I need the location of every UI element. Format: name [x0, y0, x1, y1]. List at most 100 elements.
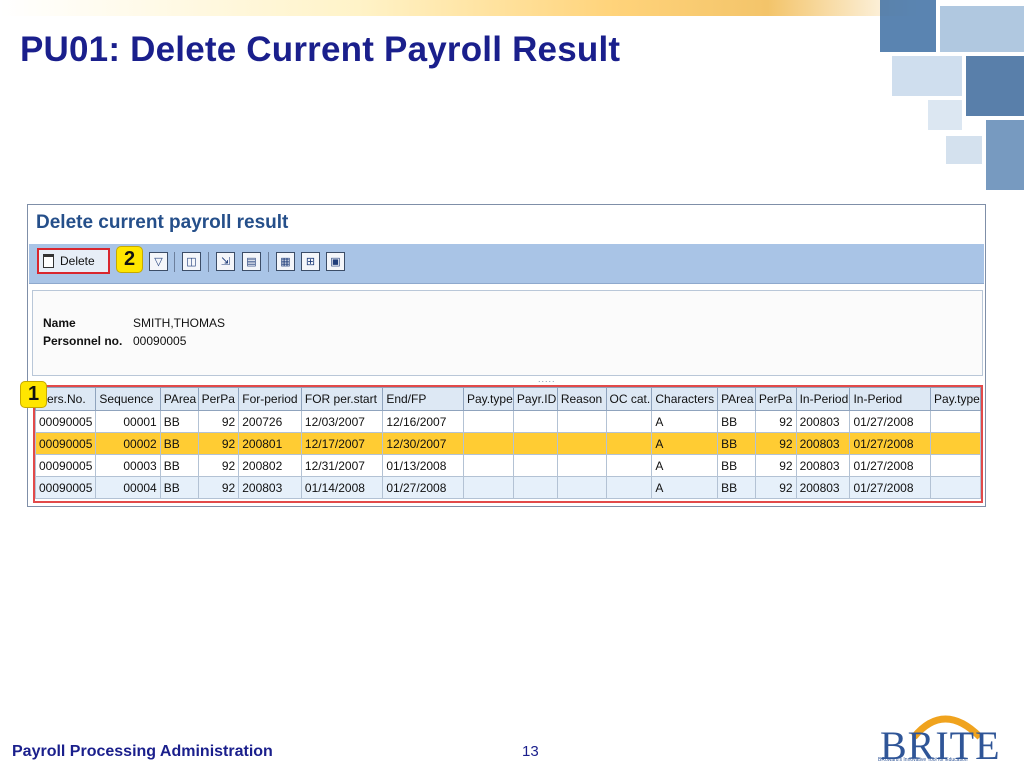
column-header[interactable]: Pay.type: [930, 387, 981, 411]
table-cell[interactable]: 200803: [795, 476, 851, 499]
table-cell[interactable]: A: [651, 476, 719, 499]
table-row[interactable]: 00090005 00001 BB 92 200726 12/03/2007 12/16/2…: [35, 410, 981, 433]
table-cell[interactable]: 92: [754, 454, 797, 477]
table-cell[interactable]: 00090005: [35, 432, 97, 455]
filter-icon[interactable]: ▽: [149, 252, 168, 271]
table-cell[interactable]: BB: [717, 432, 756, 455]
column-header[interactable]: In-Period: [795, 387, 851, 411]
table-cell[interactable]: 12/31/2007: [300, 454, 384, 477]
table-cell[interactable]: 92: [197, 432, 240, 455]
logo-arc-icon: [911, 715, 983, 740]
table-cell[interactable]: [930, 476, 981, 499]
table-cell[interactable]: [556, 454, 607, 477]
column-header[interactable]: PArea: [159, 387, 199, 411]
table-cell[interactable]: BB: [717, 476, 756, 499]
table-cell[interactable]: 00090005: [35, 476, 97, 499]
table-cell[interactable]: 200802: [238, 454, 302, 477]
table-cell[interactable]: 92: [197, 410, 240, 433]
table-row[interactable]: 00090005 00004 BB 92 200803 01/14/2008 01/27/2…: [35, 476, 981, 499]
table-cell[interactable]: [930, 454, 981, 477]
table-cell[interactable]: [512, 432, 558, 455]
table-cell[interactable]: [605, 476, 653, 499]
change-layout-icon[interactable]: ⊞: [301, 252, 320, 271]
column-header[interactable]: OC cat.: [605, 387, 653, 411]
layout-icon[interactable]: ▦: [276, 252, 295, 271]
column-header[interactable]: For-period: [238, 387, 302, 411]
table-cell[interactable]: [605, 432, 653, 455]
column-header[interactable]: End/FP: [382, 387, 464, 411]
table-row-selected[interactable]: 00090005 00002 BB 92 200801 12/17/2007 12/30/2…: [35, 432, 981, 455]
table-cell[interactable]: [462, 454, 514, 477]
column-header[interactable]: PerPa: [197, 387, 240, 411]
table-cell[interactable]: 200726: [238, 410, 302, 433]
column-header[interactable]: Pay.type: [462, 387, 514, 411]
table-cell[interactable]: 12/03/2007: [300, 410, 384, 433]
save-layout-icon[interactable]: ▣: [326, 252, 345, 271]
table-cell[interactable]: 92: [197, 476, 240, 499]
table-cell[interactable]: 12/17/2007: [300, 432, 384, 455]
table-cell[interactable]: [512, 476, 558, 499]
table-cell[interactable]: 01/27/2008: [849, 410, 932, 433]
column-header[interactable]: In-Period: [849, 387, 932, 411]
table-cell[interactable]: 12/16/2007: [382, 410, 464, 433]
table-cell[interactable]: 01/14/2008: [300, 476, 384, 499]
table-cell[interactable]: 200803: [238, 476, 302, 499]
table-cell[interactable]: [930, 410, 981, 433]
delete-button[interactable]: Delete: [37, 248, 110, 274]
table-cell[interactable]: [462, 432, 514, 455]
export-icon[interactable]: ⇲: [216, 252, 235, 271]
column-header[interactable]: PerPa: [754, 387, 797, 411]
table-cell[interactable]: A: [651, 454, 719, 477]
table-cell[interactable]: BB: [159, 410, 199, 433]
table-cell[interactable]: [605, 410, 653, 433]
table-cell[interactable]: [605, 454, 653, 477]
table-cell[interactable]: [556, 432, 607, 455]
table-cell[interactable]: 01/27/2008: [849, 432, 932, 455]
spreadsheet-icon[interactable]: ▤: [242, 252, 261, 271]
table-cell[interactable]: 92: [754, 476, 797, 499]
table-cell[interactable]: [462, 476, 514, 499]
table-cell[interactable]: BB: [159, 432, 199, 455]
table-cell[interactable]: A: [651, 410, 719, 433]
column-header[interactable]: Reason: [556, 387, 607, 411]
table-cell[interactable]: 12/30/2007: [382, 432, 464, 455]
table-cell[interactable]: [462, 410, 514, 433]
table-cell[interactable]: 01/27/2008: [849, 454, 932, 477]
personnel-label: Personnel no.: [43, 334, 123, 348]
details-icon[interactable]: ◫: [182, 252, 201, 271]
column-header[interactable]: Payr.ID: [512, 387, 558, 411]
table-row[interactable]: 00090005 00003 BB 92 200802 12/31/2007 01/13/2…: [35, 454, 981, 477]
table-cell[interactable]: BB: [717, 410, 756, 433]
column-header[interactable]: PArea: [717, 387, 756, 411]
table-cell[interactable]: 92: [754, 410, 797, 433]
column-header[interactable]: FOR per.start: [300, 387, 384, 411]
table-cell[interactable]: [512, 454, 558, 477]
table-cell[interactable]: 00002: [95, 432, 161, 455]
table-cell[interactable]: 200803: [795, 454, 851, 477]
table-cell[interactable]: 200803: [795, 432, 851, 455]
table-cell[interactable]: 01/27/2008: [382, 476, 464, 499]
column-header[interactable]: Sequence: [95, 387, 161, 411]
splitter-handle[interactable]: .....: [538, 374, 556, 384]
table-cell[interactable]: [556, 476, 607, 499]
table-cell[interactable]: 92: [197, 454, 240, 477]
table-cell[interactable]: 00001: [95, 410, 161, 433]
column-header[interactable]: Characters: [651, 387, 719, 411]
table-cell[interactable]: 92: [754, 432, 797, 455]
table-cell[interactable]: [512, 410, 558, 433]
table-cell[interactable]: 00090005: [35, 410, 97, 433]
table-cell[interactable]: [556, 410, 607, 433]
table-cell[interactable]: 01/27/2008: [849, 476, 932, 499]
table-cell[interactable]: A: [651, 432, 719, 455]
table-cell[interactable]: BB: [159, 476, 199, 499]
table-cell[interactable]: 01/13/2008: [382, 454, 464, 477]
table-cell[interactable]: 00004: [95, 476, 161, 499]
table-cell[interactable]: 200801: [238, 432, 302, 455]
name-value: SMITH,THOMAS: [133, 316, 225, 330]
table-cell[interactable]: 00003: [95, 454, 161, 477]
table-cell[interactable]: [930, 432, 981, 455]
table-cell[interactable]: 200803: [795, 410, 851, 433]
table-cell[interactable]: BB: [717, 454, 756, 477]
table-cell[interactable]: 00090005: [35, 454, 97, 477]
table-cell[interactable]: BB: [159, 454, 199, 477]
